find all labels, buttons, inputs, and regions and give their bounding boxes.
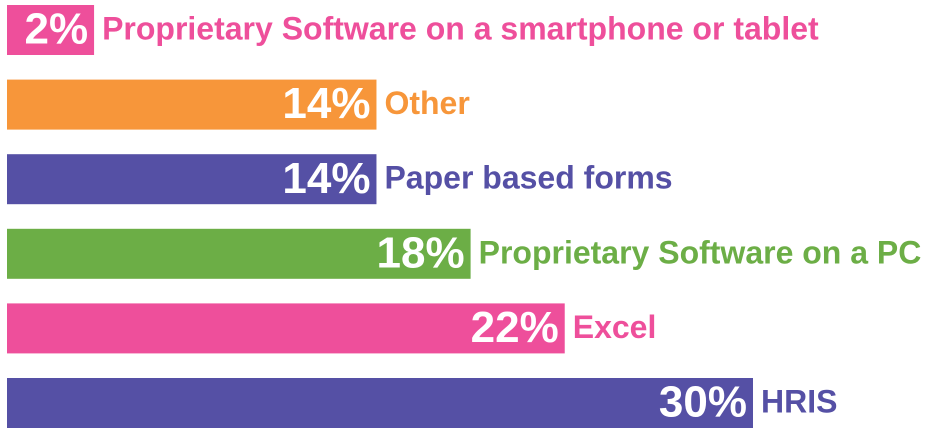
value-label: 14%: [282, 79, 370, 128]
value-label: 2%: [24, 5, 88, 54]
bar: [7, 303, 565, 354]
value-label: 22%: [471, 303, 559, 352]
bar: [7, 5, 95, 55]
value-label: 14%: [282, 154, 370, 203]
category-label: Proprietary Software on a smartphone or …: [102, 10, 819, 46]
category-label: Other: [384, 85, 469, 121]
bar: [7, 228, 471, 279]
bar: [7, 378, 753, 428]
category-label: Proprietary Software on a PC: [479, 234, 922, 270]
value-label: 30%: [659, 378, 747, 427]
category-label: Paper based forms: [384, 160, 672, 196]
category-label: Excel: [573, 309, 657, 345]
category-label: HRIS: [761, 383, 837, 419]
bar: [7, 154, 377, 205]
value-label: 18%: [377, 228, 465, 277]
bar: [7, 79, 377, 130]
